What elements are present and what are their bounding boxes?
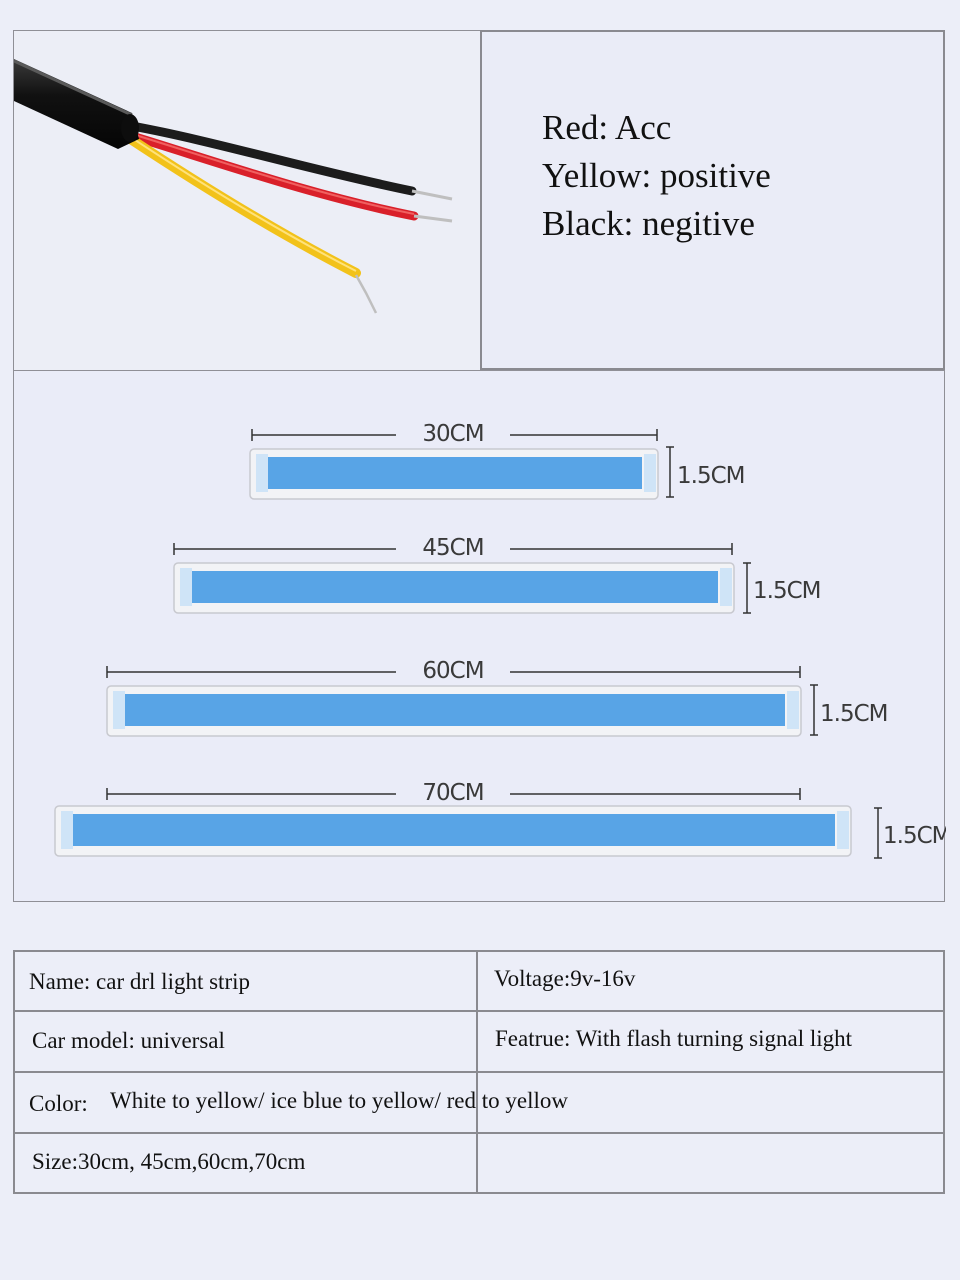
strip-45cm: 45CM 1.5CM	[173, 535, 821, 614]
strip-30cm: 30CM 1.5CM	[249, 421, 745, 500]
strip-length-label: 30CM	[422, 421, 483, 447]
strip-length-label: 60CM	[422, 658, 483, 684]
spec-name: Name: car drl light strip	[29, 969, 250, 994]
wire-cable-icon	[14, 59, 453, 314]
strip-length-label: 70CM	[422, 780, 483, 806]
spec-voltage: Voltage:9v-16v	[494, 966, 636, 991]
strip-length-label: 45CM	[422, 535, 483, 561]
strip-width-label: 1.5CM	[883, 823, 946, 849]
spec-table: Name: car drl light strip Voltage:9v-16v…	[13, 950, 945, 1194]
wire-photo-panel	[13, 30, 481, 371]
strip-70cm: 70CM 1.5CM	[54, 780, 946, 859]
wire-legend-panel: Red: Acc Yellow: positive Black: negitiv…	[480, 30, 945, 370]
spec-feature: Featrue: With flash turning signal light	[495, 1026, 853, 1051]
spec-color-label: Color:	[29, 1091, 88, 1116]
legend-red: Red: Acc	[542, 108, 672, 147]
spec-color-value: White to yellow/ ice blue to yellow/ red…	[110, 1088, 568, 1113]
strip-width-label: 1.5CM	[820, 701, 887, 727]
legend-yellow: Yellow: positive	[542, 156, 771, 195]
strip-width-label: 1.5CM	[753, 578, 820, 604]
strip-sizes-panel: 30CM 1.5CM 45CM 1.5CM	[13, 370, 946, 902]
strip-diagram: 30CM 1.5CM 45CM 1.5CM	[54, 421, 946, 859]
spec-size: Size:30cm, 45cm,60cm,70cm	[32, 1149, 306, 1174]
spec-car-model: Car model: universal	[32, 1028, 225, 1053]
strip-width-label: 1.5CM	[677, 463, 744, 489]
strip-60cm: 60CM 1.5CM	[106, 658, 888, 737]
legend-black: Black: negitive	[542, 204, 755, 243]
